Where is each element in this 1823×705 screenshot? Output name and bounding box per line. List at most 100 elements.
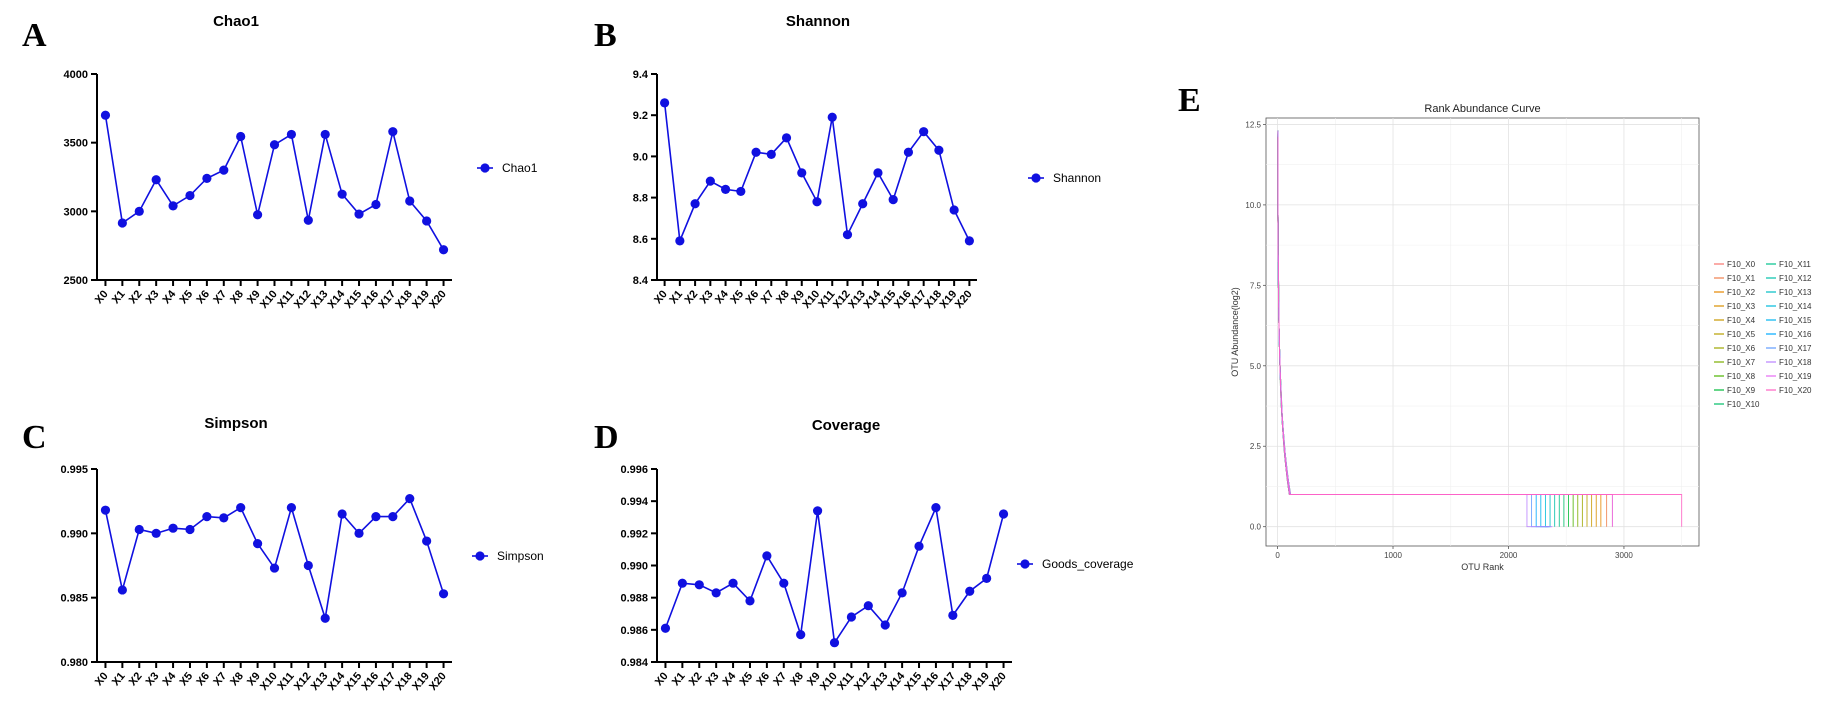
- x-tick-label: X1: [110, 288, 128, 306]
- legend-label: F10_X17: [1779, 344, 1812, 353]
- y-tick-label: 8.8: [633, 193, 648, 205]
- data-point: [751, 147, 761, 157]
- x-tick-label: X16: [359, 288, 381, 311]
- y-tick-label: 0.996: [620, 464, 648, 476]
- data-point: [827, 112, 837, 122]
- panel-d-coverage: D Coverage 0.984 0.986 0.988 0.990 0.992 0.994 0…: [594, 417, 1134, 693]
- data-point: [863, 601, 873, 611]
- x-tick-label: X5: [177, 670, 195, 688]
- x-tick-label: X1: [110, 670, 128, 688]
- data-point: [677, 578, 687, 588]
- data-point: [219, 513, 229, 523]
- data-point: [766, 149, 776, 159]
- x-tick-label: X13: [309, 288, 331, 311]
- chart-title: Simpson: [204, 415, 267, 432]
- y-tick-label: 3000: [64, 206, 88, 218]
- data-point: [168, 201, 178, 211]
- x-tick-label: X12: [292, 288, 314, 311]
- y-tick-label: 0.984: [620, 657, 648, 669]
- legend-label: F10_X3: [1727, 302, 1756, 311]
- chart-title: Shannon: [786, 13, 850, 30]
- legend-label: F10_X7: [1727, 358, 1756, 367]
- x-tick-label: X7: [771, 670, 789, 688]
- data-point: [797, 168, 807, 178]
- data-point: [100, 505, 111, 515]
- y-tick-label: 0.986: [620, 625, 648, 637]
- x-tick-label: X19: [970, 670, 992, 693]
- y-tick-label: 0.992: [620, 528, 648, 540]
- panel-letter: D: [594, 419, 619, 456]
- data-point: [897, 588, 907, 598]
- x-tick-label: X2: [127, 670, 145, 688]
- legend-marker: [1031, 173, 1041, 183]
- legend-label: F10_X15: [1779, 316, 1812, 325]
- x-tick-label: X11: [275, 288, 296, 310]
- legend-label: F10_X4: [1727, 316, 1756, 325]
- data-point: [705, 176, 715, 186]
- data-point: [286, 503, 297, 513]
- data-point: [422, 216, 432, 226]
- data-point: [779, 578, 789, 588]
- data-point: [117, 218, 127, 228]
- legend-label: F10_X20: [1779, 386, 1812, 395]
- x-tick-label: 1000: [1384, 551, 1402, 560]
- x-tick-label: X4: [161, 670, 179, 689]
- x-tick-label: X13: [869, 670, 891, 693]
- data-point: [388, 512, 398, 522]
- y-tick-label: 8.6: [633, 234, 648, 246]
- series-line: [664, 504, 1005, 645]
- x-tick-label: 3000: [1615, 551, 1633, 560]
- data-point: [371, 512, 381, 522]
- x-tick-label: X17: [376, 670, 398, 693]
- data-point: [303, 560, 313, 571]
- y-tick-label: 0.990: [620, 561, 648, 573]
- data-point: [252, 539, 263, 549]
- x-tick-label: X10: [258, 288, 280, 311]
- data-point: [842, 230, 853, 240]
- data-point: [720, 184, 731, 194]
- data-point: [236, 131, 246, 142]
- x-tick-label: X20: [953, 288, 975, 311]
- x-tick-label: X10: [258, 670, 280, 693]
- legend-label: F10_X5: [1727, 330, 1756, 339]
- y-tick-label: 10.0: [1245, 201, 1261, 210]
- data-point: [100, 110, 111, 120]
- y-tick-label: 5.0: [1250, 362, 1262, 371]
- legend-label: Chao1: [502, 161, 538, 175]
- legend-label: F10_X14: [1779, 302, 1812, 311]
- data-point: [888, 195, 898, 205]
- data-point: [736, 186, 746, 197]
- legend-marker: [1020, 559, 1030, 569]
- legend-label: F10_X19: [1779, 372, 1812, 381]
- data-point: [762, 551, 772, 561]
- legend-marker: [475, 551, 485, 561]
- data-point: [151, 175, 161, 185]
- data-point: [219, 165, 229, 175]
- panel-e-rank-abundance: E Rank Abundance Curve 0 1000 2000 3000 0.0 2.5…: [1178, 82, 1812, 572]
- data-point: [269, 563, 280, 573]
- x-tick-label: X3: [144, 288, 162, 306]
- legend-label: F10_X16: [1779, 330, 1812, 339]
- y-tick-label: 0.985: [60, 593, 88, 605]
- x-tick-label: X1: [670, 670, 688, 688]
- legend-label: F10_X0: [1727, 260, 1756, 269]
- x-tick-label: X15: [903, 670, 925, 693]
- legend-label: F10_X18: [1779, 358, 1812, 367]
- data-point: [202, 173, 212, 183]
- x-tick-label: X15: [343, 670, 365, 693]
- panel-letter: A: [22, 17, 47, 54]
- x-axis-label: OTU Rank: [1461, 562, 1504, 572]
- x-tick-label: 0: [1275, 551, 1280, 560]
- x-tick-label: 2000: [1500, 551, 1518, 560]
- x-tick-label: X0: [93, 670, 111, 688]
- data-point: [252, 210, 263, 220]
- legend-label: F10_X8: [1727, 372, 1756, 381]
- panel-letter: C: [22, 419, 47, 456]
- x-tick-label: X11: [275, 670, 296, 692]
- chart-title: Coverage: [812, 417, 880, 434]
- y-tick-label: 4000: [64, 69, 88, 81]
- data-point: [919, 127, 929, 137]
- chart-title: Rank Abundance Curve: [1424, 103, 1540, 115]
- data-point: [134, 524, 144, 535]
